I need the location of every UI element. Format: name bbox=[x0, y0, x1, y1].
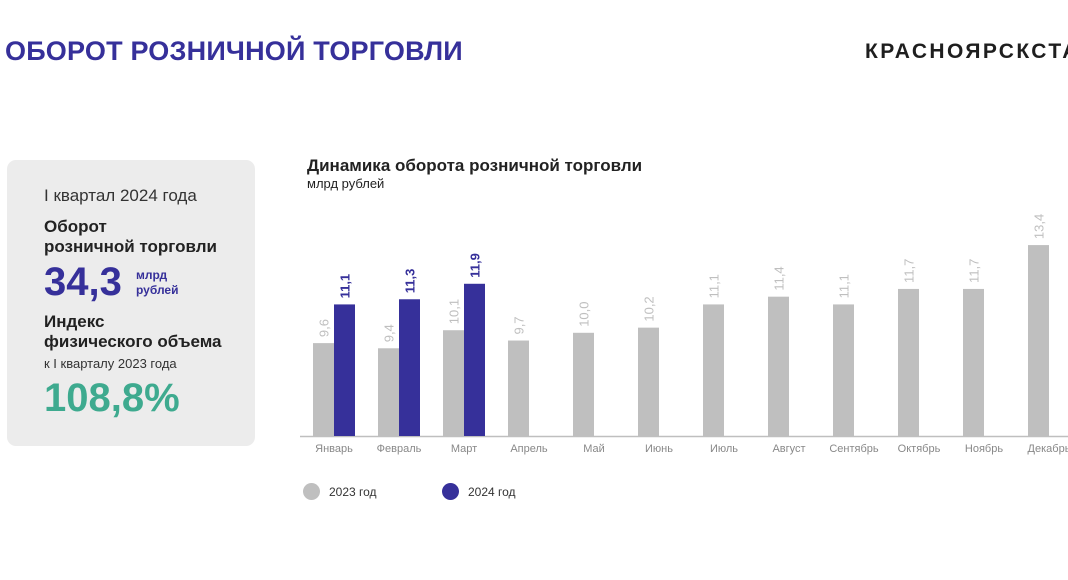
data-label: 11,7 bbox=[902, 259, 917, 283]
bar-2023-9 bbox=[898, 288, 919, 436]
data-label: 11,7 bbox=[967, 259, 982, 283]
data-label: 13,4 bbox=[1032, 214, 1047, 239]
index-value: 108,8% bbox=[44, 376, 180, 420]
bar-2023-1 bbox=[378, 348, 399, 436]
bar-2024-2 bbox=[464, 283, 485, 436]
bar-2023-11 bbox=[1028, 245, 1049, 436]
bar-2023-4 bbox=[573, 332, 594, 436]
summary-card: I квартал 2024 года Оборот розничной торг… bbox=[7, 160, 255, 446]
data-label: 11,1 bbox=[837, 274, 852, 298]
bar-2023-10 bbox=[963, 288, 984, 436]
legend-dot-2023 bbox=[303, 483, 320, 500]
data-label: 10,2 bbox=[642, 296, 657, 321]
bar-2023-3 bbox=[508, 340, 529, 436]
bar-2023-6 bbox=[703, 304, 724, 436]
chart-title: Динамика оборота розничной торговли bbox=[307, 156, 643, 175]
data-label: 10,1 bbox=[447, 299, 462, 324]
bar-2023-0 bbox=[313, 343, 334, 436]
x-tick-label: Август bbox=[772, 443, 805, 455]
legend-label-2023: 2023 год bbox=[329, 484, 377, 499]
bar-2024-1 bbox=[399, 299, 420, 436]
x-tick-label: Октябрь bbox=[898, 443, 941, 455]
x-tick-label: Май bbox=[583, 443, 605, 455]
data-label: 9,7 bbox=[512, 316, 527, 334]
legend-item-2024: 2024 год bbox=[442, 483, 516, 500]
bar-2023-5 bbox=[638, 327, 659, 436]
turnover-value: 34,3 bbox=[44, 260, 122, 304]
data-label: 11,4 bbox=[772, 266, 787, 290]
x-tick-label: Декабрь bbox=[1028, 443, 1068, 455]
bar-2023-2 bbox=[443, 330, 464, 436]
data-label: 11,9 bbox=[468, 253, 483, 278]
data-label: 11,1 bbox=[707, 274, 722, 298]
data-label: 11,1 bbox=[338, 274, 353, 299]
data-label: 9,4 bbox=[382, 324, 397, 342]
x-tick-label: Январь bbox=[315, 443, 353, 455]
x-tick-label: Ноябрь bbox=[965, 443, 1003, 455]
turnover-unit: млрд рублей bbox=[136, 268, 179, 297]
x-tick-label: Февраль bbox=[377, 443, 422, 455]
data-label: 9,6 bbox=[317, 319, 332, 337]
x-tick-label: Сентябрь bbox=[829, 443, 879, 455]
index-label: Индекс физического объема bbox=[44, 312, 222, 351]
data-label: 10,0 bbox=[577, 301, 592, 326]
x-tick-label: Июль bbox=[710, 443, 738, 455]
legend-item-2023: 2023 год bbox=[303, 483, 377, 500]
x-tick-label: Апрель bbox=[510, 443, 548, 455]
bar-2023-8 bbox=[833, 304, 854, 436]
brand-logo: КРАСНОЯРСКСТАТ bbox=[865, 40, 1068, 63]
data-label: 11,3 bbox=[403, 269, 418, 294]
page-title: ОБОРОТ РОЗНИЧНОЙ ТОРГОВЛИ bbox=[5, 36, 463, 66]
legend-dot-2024 bbox=[442, 483, 459, 500]
legend-label-2024: 2024 год bbox=[468, 484, 516, 499]
x-tick-label: Март bbox=[451, 443, 477, 455]
period-label: I квартал 2024 года bbox=[44, 186, 197, 205]
bar-2023-7 bbox=[768, 296, 789, 436]
bar-2024-0 bbox=[334, 304, 355, 436]
chart-subtitle: млрд рублей bbox=[307, 176, 385, 191]
index-subtitle: к I кварталу 2023 года bbox=[44, 356, 177, 371]
x-tick-label: Июнь bbox=[645, 443, 673, 455]
turnover-label: Оборот розничной торговли bbox=[44, 217, 217, 256]
